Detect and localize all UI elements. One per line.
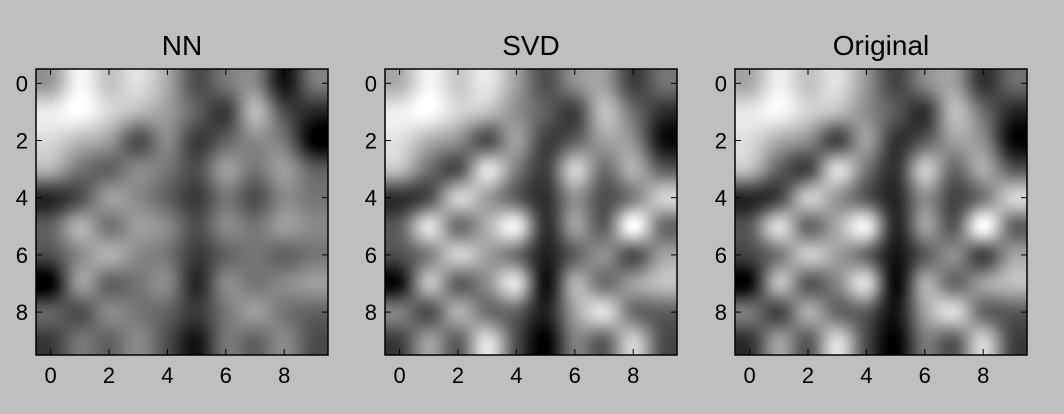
x-tick-label: 2 <box>802 363 814 388</box>
panel-nn: NN 0 2 4 6 8 0 2 4 6 8 <box>16 30 329 388</box>
y-tick-label: 6 <box>715 243 727 268</box>
y-tick-label: 8 <box>16 300 28 325</box>
x-tick-label: 2 <box>103 363 115 388</box>
y-tick-label: 4 <box>715 186 727 211</box>
x-tick-label: 6 <box>569 363 581 388</box>
panel-title: Original <box>833 30 929 61</box>
y-tick-label: 2 <box>16 129 28 154</box>
x-tick-label: 0 <box>44 363 56 388</box>
x-tick-label: 6 <box>919 363 931 388</box>
heatmap-image <box>36 69 328 355</box>
y-tick-label: 6 <box>365 243 377 268</box>
x-tick-label: 0 <box>743 363 755 388</box>
heatmap-image <box>385 69 677 355</box>
axes-frame <box>35 68 329 356</box>
y-tick-label: 0 <box>16 71 28 96</box>
x-tick-label: 8 <box>977 363 989 388</box>
panel-title: NN <box>162 30 202 61</box>
y-tick-label: 4 <box>16 186 28 211</box>
y-tick-label: 0 <box>715 71 727 96</box>
y-tick-label: 2 <box>365 129 377 154</box>
panel-svd: SVD 0 2 4 6 8 0 2 4 6 8 <box>365 30 678 388</box>
x-tick-label: 6 <box>220 363 232 388</box>
y-tick-label: 0 <box>365 71 377 96</box>
x-tick-label: 0 <box>393 363 405 388</box>
y-tick-label: 2 <box>715 129 727 154</box>
x-tick-label: 2 <box>452 363 464 388</box>
heatmap-image <box>735 69 1027 355</box>
panel-original: Original 0 2 4 6 8 0 2 4 6 8 <box>715 30 1028 388</box>
panel-title: SVD <box>502 30 560 61</box>
axes-frame <box>734 68 1028 356</box>
x-tick-label: 8 <box>627 363 639 388</box>
x-tick-label: 8 <box>278 363 290 388</box>
x-tick-label: 4 <box>161 363 173 388</box>
y-tick-label: 8 <box>715 300 727 325</box>
x-tick-label: 4 <box>510 363 522 388</box>
x-tick-label: 4 <box>860 363 872 388</box>
y-tick-label: 6 <box>16 243 28 268</box>
y-tick-label: 8 <box>365 300 377 325</box>
y-tick-label: 4 <box>365 186 377 211</box>
axes-frame <box>384 68 678 356</box>
